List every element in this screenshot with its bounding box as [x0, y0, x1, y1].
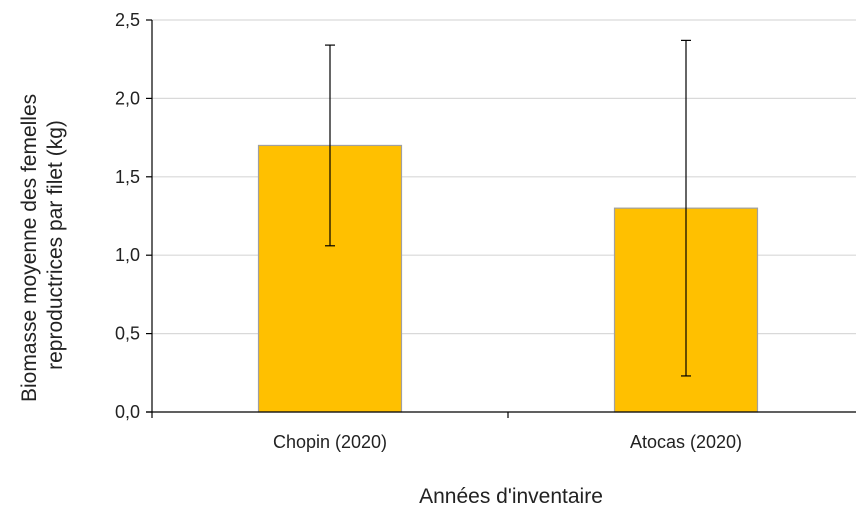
x-category-label: Chopin (2020): [273, 432, 387, 452]
y-axis-title-line-1: Biomasse moyenne des femelles: [18, 94, 41, 402]
y-tick-label: 1,5: [115, 167, 140, 187]
y-tick-labels: 0,0 0,5 1,0 1,5 2,0 2,5: [115, 10, 140, 422]
x-axis-title: Années d'inventaire: [419, 485, 603, 506]
y-axis-title: Biomasse moyenne des femelles reproductr…: [18, 88, 67, 402]
bars: [257, 144, 759, 413]
axes: [146, 19, 856, 418]
y-tick-label: 0,0: [115, 402, 140, 422]
x-category-labels: Chopin (2020) Atocas (2020): [273, 432, 742, 452]
y-tick-label: 1,0: [115, 245, 140, 265]
y-axis-title-line-2: reproductrices par filet (kg): [44, 120, 67, 370]
y-tick-label: 2,5: [115, 10, 140, 30]
y-tick-label: 2,0: [115, 88, 140, 108]
error-bars: [325, 39, 691, 377]
x-category-label: Atocas (2020): [630, 432, 742, 452]
y-tick-label: 0,5: [115, 324, 140, 344]
